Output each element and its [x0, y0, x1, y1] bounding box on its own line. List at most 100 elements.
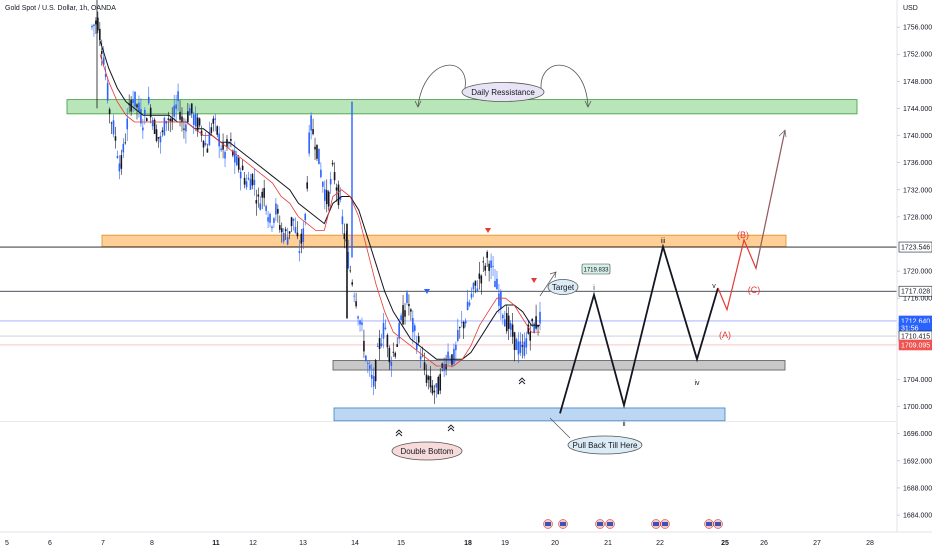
price-axis[interactable]: 1756.000 1752.000 1748.000 1744.000 1740.000… — [897, 25, 932, 520]
candle-body-97 — [280, 228, 283, 233]
candle-body-171 — [425, 374, 428, 383]
zone-0 — [66, 99, 858, 115]
candle-body-206 — [494, 281, 496, 288]
marker-down-blue — [424, 289, 430, 294]
price-tag-5 — [898, 339, 932, 351]
x-tick-label-5: 12 — [249, 540, 257, 547]
candle-body-128 — [341, 216, 344, 225]
event-flag-stripe-6 — [706, 522, 712, 526]
x-tick-label-8: 15 — [397, 540, 405, 547]
candle-body-68 — [224, 151, 226, 159]
candle-body-181 — [445, 364, 447, 370]
event-flag-stripe-2 — [597, 522, 603, 526]
candle-body-21 — [132, 99, 134, 104]
candle-body-60 — [208, 132, 211, 146]
candle-body-82 — [251, 174, 254, 186]
economic-events[interactable] — [543, 519, 723, 529]
candle-body-69 — [226, 139, 228, 147]
candle-body-219 — [519, 341, 522, 353]
candle-body-85 — [257, 194, 260, 197]
candle-body-125 — [335, 187, 338, 191]
target-price-box[interactable]: 1719.833 — [581, 263, 611, 275]
candle-body-149 — [382, 322, 385, 339]
candle-body-205 — [492, 265, 494, 267]
candle-body-195 — [472, 282, 475, 290]
candle-body-37 — [163, 117, 166, 136]
target-label: Target — [552, 283, 575, 292]
target-price-label: 1719.833 — [583, 268, 609, 274]
candle-body-96 — [279, 225, 281, 230]
x-tick-label-12: 21 — [604, 540, 612, 547]
candle-body-204 — [490, 260, 492, 268]
candle-body-124 — [333, 172, 336, 181]
daily-resistance-bubble[interactable]: Daily Ressistance — [461, 82, 545, 102]
x-tick-label-14: 25 — [721, 540, 729, 547]
candle-body-81 — [249, 179, 252, 190]
candle-body-197 — [476, 288, 479, 292]
candle-body-79 — [245, 181, 248, 188]
candle-body-29 — [147, 96, 150, 104]
candle-body-24 — [138, 102, 140, 112]
ema-fast-line — [99, 54, 540, 367]
candle-body-107 — [300, 233, 303, 244]
candle-body-87 — [261, 191, 264, 198]
candle-body-192 — [466, 301, 469, 311]
candle-body-101 — [288, 231, 291, 234]
candle-body-22 — [134, 91, 136, 107]
candle-body-226 — [533, 323, 535, 333]
candle-body-140 — [365, 355, 367, 361]
candle-body-126 — [337, 184, 340, 206]
candle-body-43 — [175, 104, 177, 109]
candle-body-154 — [392, 351, 395, 353]
y-tick-label-1: 1752.000 — [903, 52, 932, 59]
candle-body-199 — [480, 275, 483, 284]
candle-body-44 — [177, 91, 179, 101]
wave-label-v: v — [712, 283, 716, 290]
price-tag-label-3: 31:56 — [901, 326, 919, 333]
candle-body-166 — [415, 342, 418, 350]
candle-body-64 — [216, 126, 219, 135]
y-tick-label-14: 1688.000 — [903, 485, 932, 492]
event-flag-stripe-7 — [715, 522, 721, 526]
x-tick-label-7: 14 — [351, 540, 359, 547]
candle-body-65 — [218, 133, 220, 147]
candle-body-129 — [343, 233, 346, 240]
zone-1 — [101, 234, 787, 248]
x-tick-label-17: 28 — [866, 540, 874, 547]
candle-body-177 — [437, 376, 440, 395]
candle-body-220 — [521, 345, 524, 347]
candle-body-167 — [417, 336, 420, 343]
x-tick-label-15: 26 — [760, 540, 768, 547]
event-flag-stripe-4 — [653, 522, 659, 526]
candle-body-186 — [455, 344, 457, 351]
candle-body-58 — [204, 142, 207, 146]
candle-body-16 — [122, 143, 125, 153]
candle-body-90 — [267, 217, 269, 222]
candle-body-15 — [120, 155, 123, 169]
candle-body-26 — [142, 127, 144, 131]
double-bottom-bubble[interactable]: Double Bottom — [391, 441, 463, 461]
candle-body-53 — [194, 113, 197, 127]
pull-back-bubble[interactable]: Pull Back Till Here — [567, 435, 643, 455]
candle-body-214 — [509, 323, 512, 330]
candle-body-39 — [167, 118, 170, 120]
candle-body-98 — [282, 233, 285, 242]
target-arrow — [539, 271, 557, 297]
time-axis[interactable]: 5 6 7 8 11 12 13 14 15 18 19 20 21 22 25 26 27 28 — [5, 540, 874, 547]
candle-body-61 — [210, 127, 213, 133]
candle-body-111 — [308, 132, 310, 154]
arc-arrow-left — [414, 100, 422, 108]
candle-body-162 — [408, 304, 410, 307]
candle-body-102 — [290, 217, 293, 227]
candle-body-10 — [110, 122, 113, 124]
candle-body-31 — [151, 119, 154, 127]
target-bubble[interactable]: Target — [547, 279, 579, 295]
zones — [66, 99, 858, 422]
candle-body-18 — [126, 118, 129, 130]
candle-body-157 — [398, 323, 400, 339]
resistance-arc-right — [540, 64, 589, 107]
y-tick-label-7: 1728.000 — [903, 214, 932, 221]
candle-body-170 — [423, 362, 426, 371]
price-tag-label-4: 1710.415 — [901, 334, 930, 341]
